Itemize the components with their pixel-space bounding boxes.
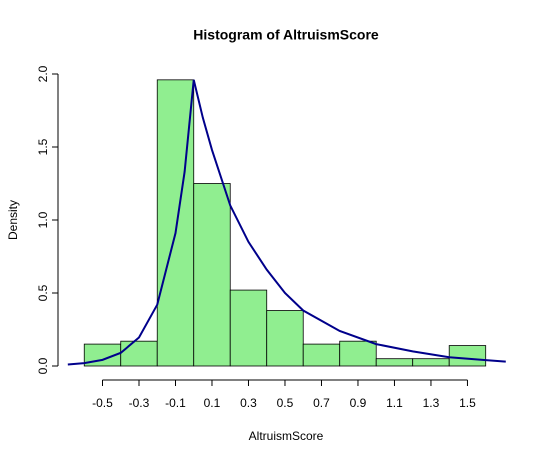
x-tick-label: 1.5 (459, 396, 476, 410)
x-tick-label: -0.5 (92, 396, 113, 410)
x-tick-label: 0.5 (277, 396, 294, 410)
y-tick-label: 1.0 (36, 211, 50, 228)
x-tick-label: 0.3 (240, 396, 257, 410)
x-tick-label: -0.1 (165, 396, 186, 410)
x-tick-label: 0.1 (204, 396, 221, 410)
x-tick-label: 0.7 (313, 396, 330, 410)
y-tick-label: 0.5 (36, 284, 50, 301)
chart-title: Histogram of AltruismScore (193, 27, 379, 43)
bar (120, 340, 158, 367)
x-tick-label: 1.1 (386, 396, 403, 410)
y-tick-label: 1.5 (36, 138, 50, 155)
x-tick-label: -0.3 (129, 396, 150, 410)
y-axis-label: Density (6, 200, 20, 240)
bar (302, 343, 341, 367)
bar (156, 79, 195, 367)
y-tick-label: 2.0 (36, 65, 50, 82)
bar (375, 358, 414, 367)
bar (339, 340, 377, 367)
x-tick-label: 1.3 (423, 396, 440, 410)
bar (448, 345, 487, 367)
bar (412, 358, 450, 367)
y-tick-label: 0.0 (36, 357, 50, 374)
bar (266, 310, 304, 367)
bar (229, 289, 268, 367)
x-tick-label: 0.9 (350, 396, 367, 410)
x-axis-label: AltruismScore (249, 429, 324, 443)
bar (193, 183, 231, 367)
density-curve (67, 79, 506, 366)
